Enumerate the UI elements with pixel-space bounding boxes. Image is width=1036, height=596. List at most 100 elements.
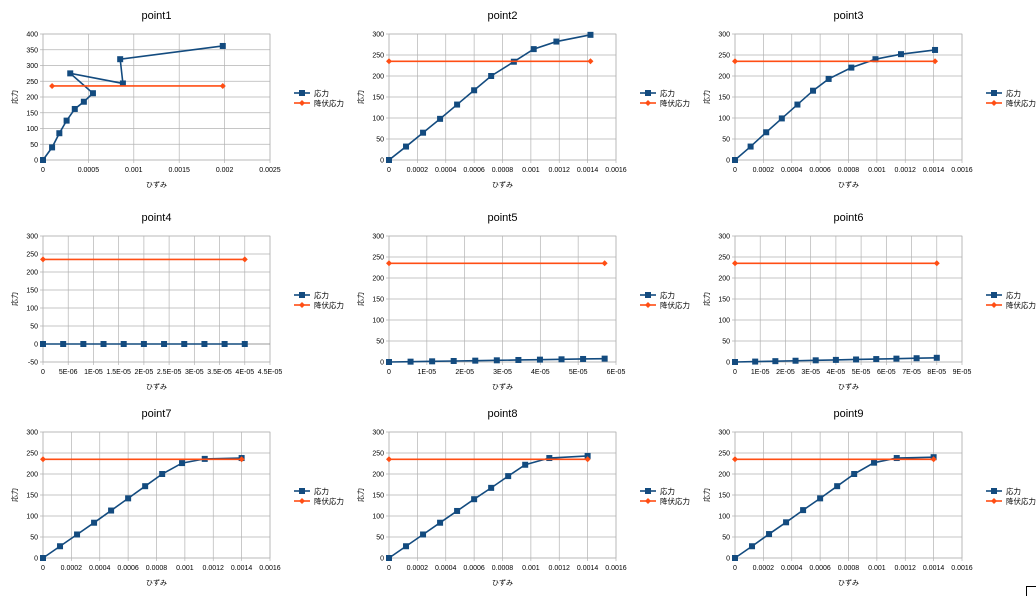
plot-area [42, 235, 271, 363]
data-point [420, 531, 427, 538]
data-point [872, 56, 879, 63]
y-tick-label: 50 [376, 535, 384, 542]
x-tick-label: 4E-05 [235, 369, 254, 376]
chart-title: point4 [142, 212, 172, 224]
data-point [930, 456, 937, 463]
x-tick-label: 0.0016 [605, 167, 627, 174]
legend-entry: 降伏応力 [314, 98, 344, 108]
data-point [817, 495, 824, 502]
data-point [812, 357, 819, 364]
legend-marker [991, 498, 997, 504]
data-point [749, 543, 756, 550]
x-tick-label: 0 [387, 167, 391, 174]
x-tick-label: 0.0004 [781, 167, 803, 174]
chart-title: point1 [142, 10, 172, 22]
data-point [74, 531, 81, 538]
data-point [429, 358, 436, 365]
x-tick-label: 0.0016 [951, 565, 973, 572]
resize-corner-icon[interactable] [1026, 586, 1036, 596]
x-axis-label: ひずみ [492, 382, 513, 391]
data-point [120, 341, 127, 347]
data-point [893, 355, 900, 362]
data-point [871, 459, 878, 466]
data-point [471, 87, 478, 94]
data-point [732, 555, 738, 561]
y-tick-label: 100 [372, 116, 384, 123]
x-tick-label: 5E-06 [59, 369, 78, 376]
data-point [493, 357, 500, 364]
data-point [505, 473, 512, 480]
y-tick-label: 150 [718, 95, 730, 102]
y-tick-label: 150 [26, 110, 38, 117]
series-line-1 [42, 457, 242, 559]
x-tick-label: 3E-05 [493, 369, 512, 376]
y-tick-label: 300 [718, 234, 730, 241]
y-tick-label: 300 [26, 234, 38, 241]
x-tick-label: 0.0008 [492, 565, 514, 572]
x-tick-label: 9E-05 [953, 369, 972, 376]
y-tick-label: 0 [380, 556, 384, 563]
data-point [241, 341, 248, 347]
data-point [40, 157, 46, 163]
data-point [60, 341, 67, 347]
data-point [241, 256, 248, 263]
x-axis-label: ひずみ [146, 180, 167, 189]
y-tick-label: 150 [26, 288, 38, 295]
y-tick-label: 100 [26, 306, 38, 313]
x-axis-label: ひずみ [492, 180, 513, 189]
data-point [80, 98, 87, 105]
data-point [536, 356, 543, 363]
legend-marker [645, 292, 651, 298]
x-tick-label: 0 [41, 565, 45, 572]
data-point [403, 143, 410, 150]
legend-marker [299, 90, 305, 96]
x-tick-label: 1.5E-05 [106, 369, 131, 376]
data-point [179, 460, 186, 467]
legend-marker [991, 90, 997, 96]
legend-entry: 応力 [1006, 486, 1021, 496]
y-tick-label: 200 [718, 276, 730, 283]
x-tick-label: 4E-05 [531, 369, 550, 376]
legend-entry: 降伏応力 [314, 496, 344, 506]
data-point [783, 519, 790, 526]
x-tick-label: 2E-05 [776, 369, 795, 376]
data-point [159, 471, 166, 477]
x-tick-label: 4.5E-05 [258, 369, 283, 376]
x-tick-label: 0.0014 [577, 565, 599, 572]
x-tick-label: 0.0008 [838, 167, 860, 174]
data-point [49, 82, 56, 89]
y-tick-label: 300 [372, 32, 384, 39]
y-axis-label: 応力 [702, 292, 711, 306]
data-point [778, 115, 785, 122]
chart-title: point7 [142, 408, 172, 420]
data-point [897, 51, 904, 58]
x-tick-label: 0.0002 [407, 565, 429, 572]
x-tick-label: 0 [41, 369, 45, 376]
data-point [732, 58, 738, 65]
x-tick-label: 0.0002 [407, 167, 429, 174]
data-point [932, 46, 939, 53]
data-point [108, 507, 115, 514]
x-tick-label: 0.001 [522, 167, 540, 174]
x-tick-label: 0.0012 [895, 565, 917, 572]
legend-marker [991, 292, 997, 298]
series-line-1 [388, 455, 588, 559]
y-tick-label: 0 [34, 342, 38, 349]
data-point [584, 452, 591, 459]
y-tick-label: 250 [26, 79, 38, 86]
x-tick-label: 0.0006 [463, 565, 485, 572]
y-tick-label: 0 [34, 556, 38, 563]
y-tick-label: 250 [372, 255, 384, 262]
chart-title: point8 [488, 408, 518, 420]
data-point [488, 484, 495, 491]
y-tick-label: 300 [26, 430, 38, 437]
data-point [601, 260, 608, 267]
data-point [794, 101, 801, 108]
y-tick-label: 250 [372, 451, 384, 458]
data-point [732, 157, 738, 163]
x-axis-label: ひずみ [838, 382, 859, 391]
series-line-1 [734, 456, 934, 559]
y-tick-label: 300 [718, 32, 730, 39]
x-tick-label: 0.002 [216, 167, 234, 174]
